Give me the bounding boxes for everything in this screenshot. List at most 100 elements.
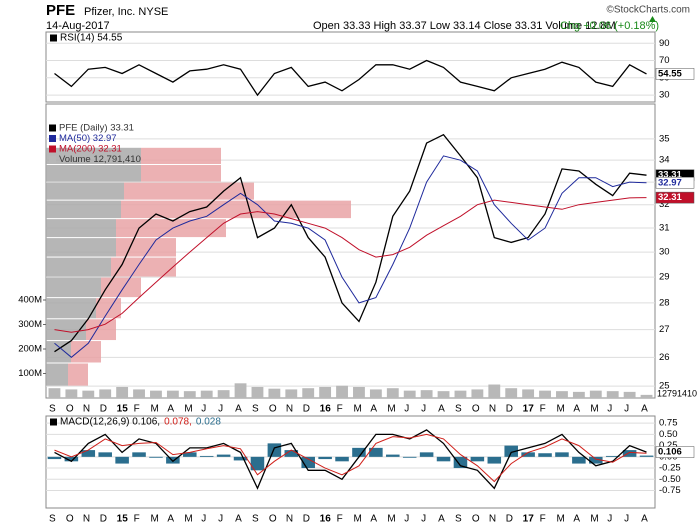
x-tick-label: A xyxy=(573,514,580,525)
y2-tick-label: 400M xyxy=(18,295,42,306)
value-tag-box xyxy=(655,191,695,204)
y-tick-label: 32 xyxy=(659,199,670,210)
histogram-bar xyxy=(47,456,62,460)
histogram-bar xyxy=(284,450,299,457)
volume-bar xyxy=(623,391,636,398)
volume-bar xyxy=(285,389,298,398)
x-tick-label: J xyxy=(201,404,206,415)
x-tick-label: M xyxy=(184,404,192,415)
volume-bar xyxy=(268,388,281,398)
legend-label: MA(50) 32.97 xyxy=(59,133,117,144)
x-tick-label: N xyxy=(83,514,90,525)
x-tick-label: D xyxy=(100,404,107,415)
x-tick-label: F xyxy=(337,404,343,415)
x-tick-label: A xyxy=(573,404,580,415)
legend-label: Volume 12,791,410 xyxy=(59,154,141,165)
x-tick-label: O xyxy=(269,514,277,525)
x-tick-label: O xyxy=(472,514,480,525)
histogram-bar xyxy=(267,443,282,457)
x-tick-label: A xyxy=(438,514,445,525)
histogram-bar xyxy=(115,456,129,464)
x-tick-label: S xyxy=(49,404,56,415)
x-tick-label: M xyxy=(387,404,395,415)
symbol: PFE xyxy=(46,2,75,19)
x-tick-label: O xyxy=(472,404,480,415)
value-tag: 33.31 xyxy=(658,170,682,181)
volume-bar xyxy=(437,391,450,398)
histogram-bar xyxy=(132,452,146,457)
y-tick-label: 25 xyxy=(659,381,670,392)
panel xyxy=(45,415,656,509)
histogram-bar xyxy=(589,456,603,464)
x-tick-label: S xyxy=(455,514,462,525)
panel xyxy=(45,31,656,103)
x-tick-label: J xyxy=(624,514,629,525)
volume-bar xyxy=(133,389,145,398)
volume-bar xyxy=(217,390,230,398)
x-tick-label: J xyxy=(218,514,223,525)
x-tick-label: 17 xyxy=(523,514,535,525)
legend-swatch xyxy=(49,124,56,132)
x-tick-label: M xyxy=(151,404,159,415)
volume-bar xyxy=(200,390,213,398)
volume-bar xyxy=(454,390,467,398)
value-tag-box xyxy=(655,446,695,458)
x-tick-label: A xyxy=(438,404,445,415)
x-tick-label: F xyxy=(134,514,140,525)
value-tag: 32.31 xyxy=(658,192,682,203)
volume-by-price-bar xyxy=(46,257,111,277)
volume-by-price-bar xyxy=(46,164,141,182)
legend-swatch xyxy=(50,418,57,426)
volume-bar xyxy=(471,389,484,398)
volume-bar xyxy=(166,390,179,398)
series-line xyxy=(54,133,647,353)
y-tick-label: 35 xyxy=(659,133,670,144)
x-tick-label: M xyxy=(557,404,565,415)
volume-bar xyxy=(150,390,162,398)
x-tick-label: J xyxy=(218,404,223,415)
volume-by-price-bar xyxy=(116,219,226,238)
x-tick-label: M xyxy=(387,514,395,525)
legend-label: PFE (Daily) 33.31 xyxy=(59,123,134,134)
y-tick-label: -0.75 xyxy=(659,485,681,496)
x-tick-label: A xyxy=(235,404,242,415)
volume-bar xyxy=(48,388,61,398)
histogram-bar xyxy=(572,456,586,464)
x-tick-label: 16 xyxy=(320,514,332,525)
up-arrow xyxy=(649,16,656,22)
x-tick-label: N xyxy=(83,404,90,415)
histogram-bar xyxy=(301,456,315,469)
volume-bar xyxy=(369,389,382,398)
change: Chg +0.06 (+0.18%) xyxy=(560,20,659,32)
x-tick-label: 15 xyxy=(117,514,129,525)
volume-by-price-bar xyxy=(46,277,101,298)
histogram-bar xyxy=(538,453,552,457)
volume-by-price-bar xyxy=(141,147,221,164)
histogram-bar xyxy=(470,456,485,462)
volume-bar xyxy=(82,390,95,398)
volume-bar xyxy=(319,386,332,398)
x-tick-label: A xyxy=(167,404,174,415)
value-tag: 0.106 xyxy=(658,447,682,458)
x-tick-label: M xyxy=(590,514,598,525)
x-tick-label: D xyxy=(506,404,513,415)
volume-by-price-bar xyxy=(96,298,121,319)
volume-bar xyxy=(522,389,535,398)
y-tick-label: 0.50 xyxy=(659,429,678,440)
x-tick-label: J xyxy=(421,404,426,415)
volume-by-price-bar xyxy=(124,182,254,200)
legend-label: MACD(12,26,9) 0.106, xyxy=(60,417,160,428)
y-tick-label: 90 xyxy=(659,38,670,49)
x-tick-label: D xyxy=(303,404,310,415)
y-tick-label: -0.50 xyxy=(659,474,681,485)
histogram-bar xyxy=(318,456,332,460)
x-tick-label: N xyxy=(489,404,496,415)
volume-by-price-bar xyxy=(46,298,96,319)
x-tick-label: J xyxy=(607,514,612,525)
volume-bar xyxy=(505,388,518,398)
x-tick-label: A xyxy=(641,404,648,415)
x-tick-label: A xyxy=(235,514,242,525)
histogram-bar xyxy=(64,456,79,462)
x-tick-label: 17 xyxy=(523,404,535,415)
